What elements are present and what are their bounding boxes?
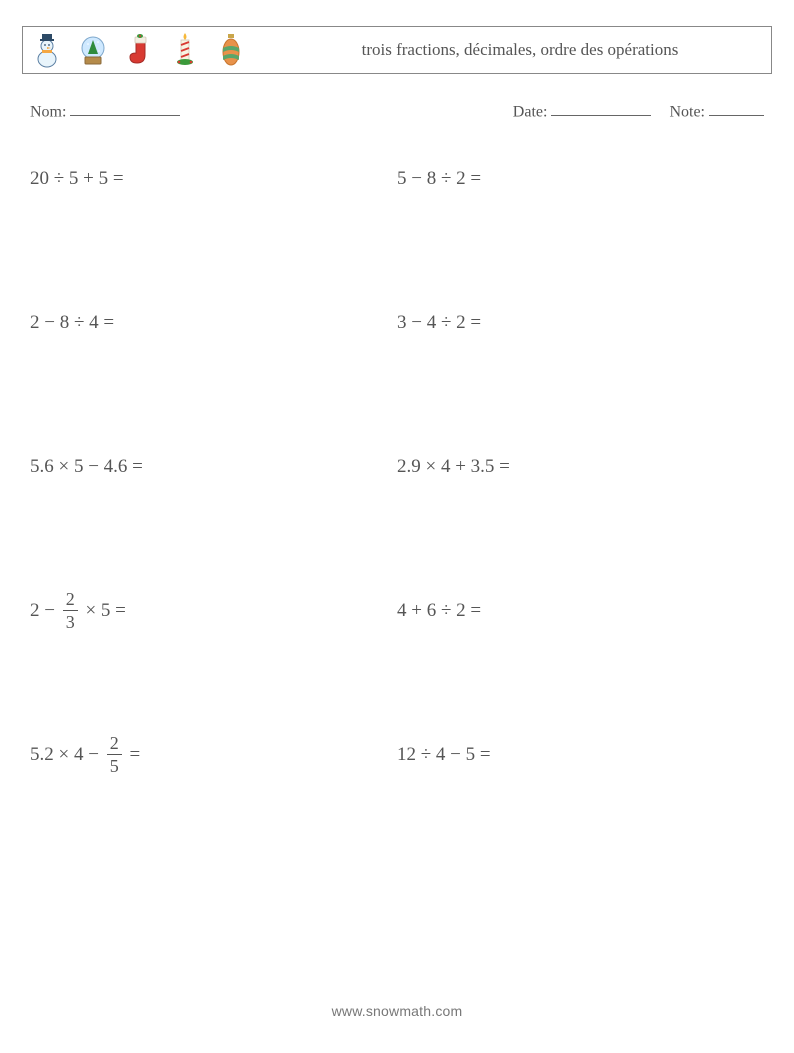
- name-label: Nom:: [30, 103, 66, 120]
- snowman-icon: [31, 30, 63, 70]
- problem-cell: 5.6 × 5 − 4.6 =: [30, 445, 397, 489]
- problem-cell: 2 − 23 × 5 =: [30, 589, 397, 633]
- worksheet-title: trois fractions, décimales, ordre des op…: [247, 35, 763, 64]
- footer-url: www.snowmath.com: [0, 1003, 794, 1019]
- fraction: 25: [107, 734, 122, 775]
- problem-row: 2 − 23 × 5 =4 + 6 ÷ 2 =: [30, 589, 764, 633]
- problem-cell: 4 + 6 ÷ 2 =: [397, 589, 764, 633]
- note-label: Note:: [669, 103, 705, 120]
- worksheet-page: trois fractions, décimales, ordre des op…: [0, 0, 794, 1053]
- stocking-icon: [123, 30, 155, 70]
- name-blank[interactable]: [70, 102, 180, 116]
- header-box: trois fractions, décimales, ordre des op…: [22, 26, 772, 74]
- problem-cell: 2 − 8 ÷ 4 =: [30, 301, 397, 345]
- date-blank[interactable]: [551, 102, 651, 116]
- candle-icon: [169, 30, 201, 70]
- problem-cell: 20 ÷ 5 + 5 =: [30, 157, 397, 201]
- date-field: Date:: [513, 102, 652, 121]
- problem-row: 5.6 × 5 − 4.6 =2.9 × 4 + 3.5 =: [30, 445, 764, 489]
- problem-row: 5.2 × 4 − 25 =12 ÷ 4 − 5 =: [30, 733, 764, 777]
- note-field: Note:: [669, 102, 764, 121]
- problem-cell: 5.2 × 4 − 25 =: [30, 733, 397, 777]
- problem-row: 2 − 8 ÷ 4 =3 − 4 ÷ 2 =: [30, 301, 764, 345]
- note-blank[interactable]: [709, 102, 764, 116]
- date-label: Date:: [513, 103, 548, 120]
- problem-cell: 5 − 8 ÷ 2 =: [397, 157, 764, 201]
- problems-grid: 20 ÷ 5 + 5 =5 − 8 ÷ 2 = 2 − 8 ÷ 4 =3 − 4 …: [22, 157, 772, 777]
- ornament-icon: [215, 30, 247, 70]
- problem-cell: 3 − 4 ÷ 2 =: [397, 301, 764, 345]
- name-field: Nom:: [30, 102, 180, 121]
- problem-cell: 12 ÷ 4 − 5 =: [397, 733, 764, 777]
- snowglobe-icon: [77, 30, 109, 70]
- fraction: 23: [63, 590, 78, 631]
- meta-row: Nom: Date: Note:: [30, 102, 764, 121]
- problem-row: 20 ÷ 5 + 5 =5 − 8 ÷ 2 =: [30, 157, 764, 201]
- problem-cell: 2.9 × 4 + 3.5 =: [397, 445, 764, 489]
- icons-strip: [31, 30, 247, 70]
